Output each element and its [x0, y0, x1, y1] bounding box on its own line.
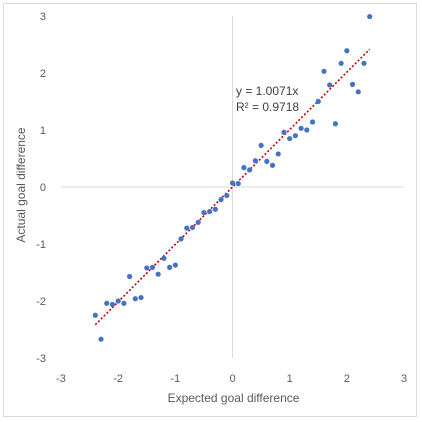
data-point: [309, 119, 316, 125]
x-tick-label: -2: [113, 373, 123, 385]
data-point: [172, 262, 178, 268]
data-point: [115, 298, 121, 304]
data-point: [241, 165, 247, 171]
y-tick-label: -2: [36, 296, 46, 308]
data-point: [275, 151, 281, 157]
data-point: [207, 208, 213, 215]
data-point: [292, 133, 298, 139]
data-point: [201, 210, 207, 216]
data-point: [361, 60, 367, 66]
data-point: [132, 296, 138, 302]
data-point: [298, 125, 304, 131]
trendline-equation: y = 1.0071x: [236, 84, 298, 98]
data-point: [121, 300, 127, 306]
data-point: [109, 301, 116, 308]
data-point: [167, 264, 173, 270]
data-point: [138, 294, 144, 301]
data-point: [355, 89, 361, 95]
x-tick-label: -1: [170, 373, 180, 385]
data-point: [332, 121, 338, 127]
data-point: [98, 336, 104, 342]
y-axis-title: Actual goal difference: [14, 127, 28, 243]
data-point: [338, 60, 344, 66]
y-tick-label: -3: [36, 353, 46, 365]
data-point: [304, 127, 310, 133]
data-point: [287, 135, 293, 142]
data-point: [269, 162, 276, 168]
data-point: [235, 180, 241, 187]
y-tick-label: -1: [36, 239, 46, 251]
data-point: [184, 225, 190, 231]
data-point: [104, 300, 110, 306]
data-point: [218, 196, 224, 203]
data-point: [247, 167, 253, 173]
y-tick-label: 0: [40, 182, 46, 194]
y-tick-label: 3: [40, 11, 46, 23]
data-point: [149, 264, 156, 270]
data-point: [212, 206, 218, 212]
y-tick-label: 1: [40, 125, 46, 137]
x-axis-title: Expected goal difference: [168, 391, 300, 405]
data-point: [155, 271, 161, 277]
points-layer: [92, 13, 373, 342]
y-tick-label: 2: [40, 68, 46, 80]
data-point: [252, 158, 258, 164]
data-point: [315, 98, 321, 105]
linear-trendline: [94, 48, 371, 326]
data-point: [349, 81, 356, 87]
data-point: [178, 236, 184, 242]
data-point: [344, 48, 350, 54]
axes: [61, 16, 404, 358]
data-point: [281, 129, 287, 135]
data-point: [195, 219, 201, 225]
data-point: [229, 180, 236, 186]
data-point: [327, 82, 333, 88]
data-point: [189, 224, 196, 231]
data-point: [144, 265, 150, 271]
r-squared-label: R² = 0.9718: [236, 100, 299, 114]
x-tick-labels: -3 -2 -1 0 1 2 3: [56, 373, 407, 385]
x-tick-label: 3: [401, 373, 407, 385]
trendline-layer: [94, 48, 371, 326]
x-tick-label: 1: [287, 373, 293, 385]
x-tick-label: 2: [344, 373, 350, 385]
x-tick-label: 0: [229, 373, 235, 385]
data-point: [224, 192, 230, 199]
data-point: [321, 68, 327, 74]
data-point: [161, 255, 167, 261]
y-tick-labels: -3 -2 -1 0 1 2 3: [36, 11, 46, 365]
data-point: [258, 142, 264, 148]
data-point: [264, 158, 270, 164]
data-point: [367, 13, 373, 20]
data-point: [92, 312, 98, 318]
data-point: [127, 273, 133, 280]
x-tick-label: -3: [56, 373, 66, 385]
